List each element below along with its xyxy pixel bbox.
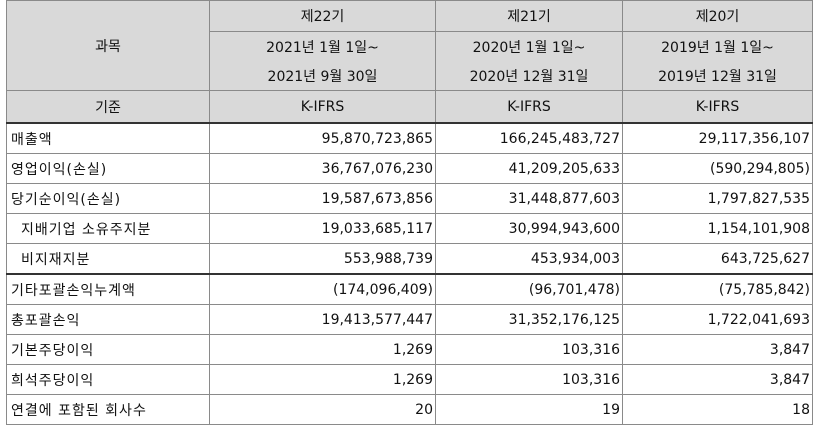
period-from-21: 2020년 1월 1일~ [435,31,623,61]
period-to-21: 2020년 12월 31일 [435,61,623,91]
table-row: 매출액 95,870,723,865 166,245,483,727 29,11… [6,122,813,154]
table-header: 과목 제22기 제21기 제20기 2021년 1월 1일~ 2020년 1월 … [6,0,813,124]
table-row: 지배기업 소유주지분 19,033,685,117 30,994,943,600… [6,213,813,244]
cell-value: 19,033,685,117 [209,213,436,244]
table-row: 영업이익(손실) 36,767,076,230 41,209,205,633 (… [6,153,813,184]
row-label: 희석주당이익 [6,364,210,395]
subject-header: 과목 [6,0,210,91]
period-to-20: 2019년 12월 31일 [622,61,813,91]
cell-value: 3,847 [622,334,813,365]
period-from-22: 2021년 1월 1일~ [209,31,436,61]
table-row: 당기순이익(손실) 19,587,673,856 31,448,877,603 … [6,183,813,214]
row-label: 연결에 포함된 회사수 [6,394,210,425]
cell-value: (590,294,805) [622,153,813,184]
row-label: 기타포괄손익누계액 [6,273,210,305]
row-label: 영업이익(손실) [6,153,210,184]
table-row: 희석주당이익 1,269 103,316 3,847 [6,364,813,395]
cell-value: 19 [435,394,623,425]
period-name-20: 제20기 [622,0,813,32]
cell-value: 95,870,723,865 [209,122,436,154]
cell-value: 1,797,827,535 [622,183,813,214]
cell-value: 166,245,483,727 [435,122,623,154]
financial-summary-table: 과목 제22기 제21기 제20기 2021년 1월 1일~ 2020년 1월 … [6,0,813,425]
cell-value: 29,117,356,107 [622,122,813,154]
cell-value: 19,587,673,856 [209,183,436,214]
cell-value: 31,448,877,603 [435,183,623,214]
cell-value: 31,352,176,125 [435,304,623,335]
cell-value: 1,269 [209,364,436,395]
cell-value: 30,994,943,600 [435,213,623,244]
basis-21: K-IFRS [435,90,623,124]
cell-value: 20 [209,394,436,425]
cell-value: 553,988,739 [209,243,436,275]
period-name-21: 제21기 [435,0,623,32]
row-label: 총포괄손익 [6,304,210,335]
row-label: 지배기업 소유주지분 [6,213,210,244]
row-label: 당기순이익(손실) [6,183,210,214]
table-row: 총포괄손익 19,413,577,447 31,352,176,125 1,72… [6,304,813,335]
cell-value: 3,847 [622,364,813,395]
table-row: 기본주당이익 1,269 103,316 3,847 [6,334,813,365]
row-label: 매출액 [6,122,210,154]
cell-value: 643,725,627 [622,243,813,275]
basis-20: K-IFRS [622,90,813,124]
row-label: 기본주당이익 [6,334,210,365]
cell-value: 36,767,076,230 [209,153,436,184]
cell-value: 1,154,101,908 [622,213,813,244]
cell-value: 19,413,577,447 [209,304,436,335]
cell-value: (75,785,842) [622,273,813,305]
basis-22: K-IFRS [209,90,436,124]
cell-value: (96,701,478) [435,273,623,305]
cell-value: 1,269 [209,334,436,365]
cell-value: 1,722,041,693 [622,304,813,335]
period-to-22: 2021년 9월 30일 [209,61,436,91]
table-row: 연결에 포함된 회사수 20 19 18 [6,394,813,425]
period-from-20: 2019년 1월 1일~ [622,31,813,61]
table-row: 기타포괄손익누계액 (174,096,409) (96,701,478) (75… [6,273,813,305]
table-body: 매출액 95,870,723,865 166,245,483,727 29,11… [6,122,813,425]
cell-value: 18 [622,394,813,425]
cell-value: 41,209,205,633 [435,153,623,184]
cell-value: 103,316 [435,334,623,365]
cell-value: 453,934,003 [435,243,623,275]
period-name-22: 제22기 [209,0,436,32]
basis-header: 기준 [6,90,210,124]
row-label: 비지재지분 [6,243,210,275]
table-row: 비지재지분 553,988,739 453,934,003 643,725,62… [6,243,813,275]
cell-value: (174,096,409) [209,273,436,305]
cell-value: 103,316 [435,364,623,395]
